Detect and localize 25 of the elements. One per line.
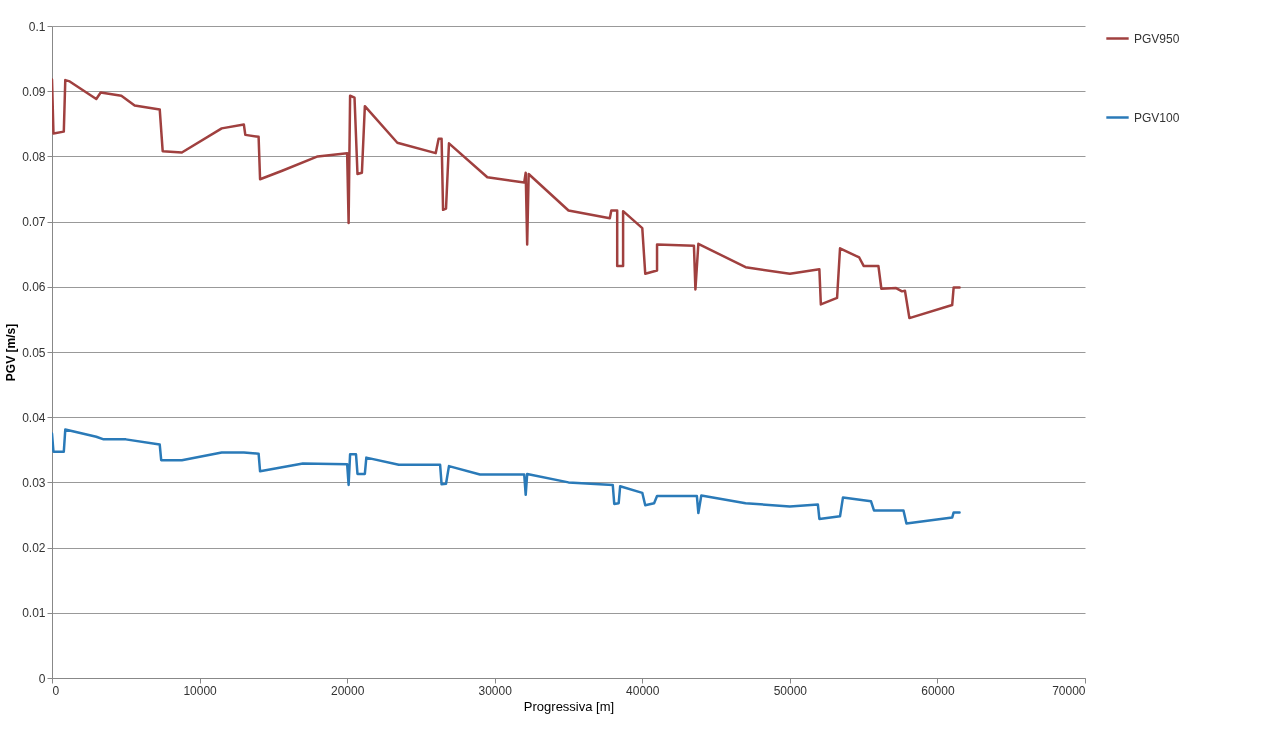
x-tick-label: 40000 xyxy=(626,683,660,698)
y-tick-label: 0.06 xyxy=(22,280,46,295)
line-series xyxy=(52,78,961,320)
y-tick-label: 0.09 xyxy=(22,84,46,99)
y-tick-label: 0.1 xyxy=(28,19,46,34)
y-tick-label: 0.03 xyxy=(22,475,46,490)
y-tick-label: 0 xyxy=(38,671,46,686)
legend-label: PGV100 xyxy=(1134,110,1180,125)
x-tick-label: 30000 xyxy=(478,683,513,698)
x-tick-label: 60000 xyxy=(921,683,955,698)
y-tick-label: 0.01 xyxy=(22,606,46,621)
y-axis-title: PGV [m/s] xyxy=(4,323,19,382)
x-tick-label: 50000 xyxy=(773,683,808,698)
legend-label: PGV950 xyxy=(1134,31,1180,46)
x-tick-label: 10000 xyxy=(183,683,218,698)
x-axis-title: Progressiva [m] xyxy=(523,698,615,714)
y-tick-label: 0.04 xyxy=(22,410,46,425)
x-tick-label: 70000 xyxy=(1052,683,1086,698)
x-tick-label: 20000 xyxy=(330,683,365,698)
y-tick-label: 0.07 xyxy=(22,215,46,230)
y-tick-label: 0.08 xyxy=(22,149,46,164)
x-tick-label: 0 xyxy=(52,683,60,698)
y-tick-label: 0.05 xyxy=(22,345,46,360)
y-tick-label: 0.02 xyxy=(22,541,46,556)
line-series xyxy=(52,428,961,525)
